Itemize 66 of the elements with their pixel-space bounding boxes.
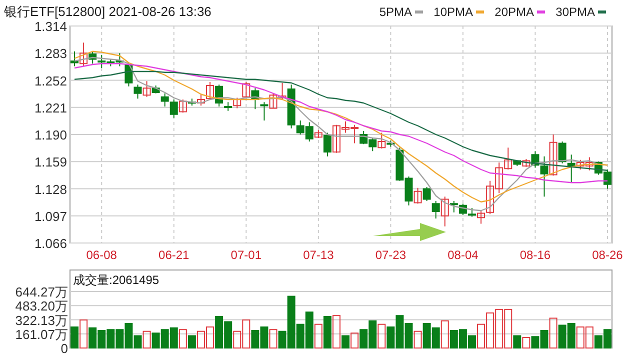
candlestick: [378, 132, 386, 149]
bar: [80, 319, 88, 348]
legend-label: 10PMA: [434, 5, 473, 19]
x-tick-label: 06-21: [158, 248, 190, 262]
candlestick: [142, 80, 151, 98]
x-tick-label: 07-13: [303, 248, 334, 262]
bar: [178, 329, 187, 348]
candlestick: [477, 210, 486, 224]
candlestick: [323, 132, 332, 157]
chart-title: 银行ETF[512800] 2021-08-26 13:36: [3, 4, 212, 19]
bar: [378, 324, 386, 348]
candlestick: [134, 84, 142, 100]
bar: [513, 335, 522, 348]
bar: [314, 324, 322, 348]
candlestick: [558, 141, 566, 164]
bar: [142, 330, 151, 348]
chart-title: 成交量:2061495: [73, 273, 160, 287]
legend-label: 30PMA: [556, 5, 595, 19]
legend-label: 20PMA: [494, 5, 534, 19]
y-tick-label: 644.27万: [15, 284, 68, 300]
candlestick: [242, 82, 250, 100]
bar: [414, 330, 422, 348]
y-tick-label: 1.314: [34, 19, 67, 34]
candlestick: [178, 99, 187, 114]
candlestick: [260, 102, 268, 121]
bar: [342, 335, 350, 348]
x-tick-label: 07-23: [375, 248, 406, 262]
bar: [549, 318, 558, 348]
y-tick-label: 1.283: [34, 46, 67, 62]
legend-label: 5PMA: [379, 5, 412, 19]
candlestick: [440, 196, 449, 227]
bar: [70, 326, 79, 348]
candlestick: [80, 42, 88, 67]
bar: [332, 315, 340, 348]
bar: [350, 332, 359, 348]
candlestick: [422, 186, 431, 202]
candlestick: [450, 200, 458, 213]
candlestick: [206, 82, 214, 100]
y-tick-label: 161.07万: [15, 326, 68, 342]
x-tick-label: 08-26: [592, 248, 624, 262]
x-tick-label: 08-04: [448, 248, 479, 262]
y-tick-label: 1.221: [34, 100, 67, 116]
bar: [440, 320, 449, 348]
y-tick-label: 322.13万: [15, 312, 68, 328]
candlestick: [549, 134, 558, 176]
y-tick-label: 1.097: [34, 208, 67, 224]
x-tick-label: 07-01: [230, 248, 262, 262]
bar: [188, 335, 196, 348]
candlestick: [70, 50, 79, 67]
bar: [522, 336, 530, 348]
y-tick-label: 0: [60, 341, 68, 355]
y-tick-label: 1.159: [34, 154, 67, 170]
x-tick-label: 06-08: [86, 248, 118, 262]
x-tick-label: 08-16: [520, 248, 551, 262]
candlestick: [540, 156, 548, 198]
bar: [323, 316, 332, 348]
bar: [269, 329, 278, 348]
y-tick-label: 1.252: [34, 73, 67, 88]
candlestick: [414, 187, 422, 204]
y-tick-label: 1.128: [34, 182, 67, 197]
candlestick: [196, 94, 205, 106]
candlestick: [233, 97, 242, 109]
y-tick-label: 483.20万: [15, 298, 68, 314]
y-tick-label: 1.066: [34, 236, 67, 251]
candlestick: [432, 200, 440, 219]
y-tick-label: 1.190: [34, 128, 67, 142]
